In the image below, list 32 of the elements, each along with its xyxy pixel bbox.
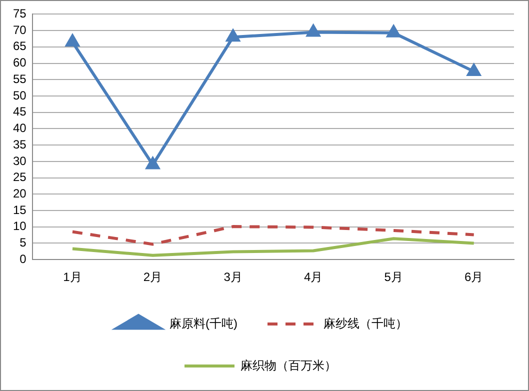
point (66, 34, 80, 47)
y-tick-label: 65 (12, 39, 27, 54)
legend-label: 麻原料(千吨) (170, 316, 238, 330)
y-tick-label: 75 (12, 6, 27, 21)
point (306, 24, 320, 37)
y-tick-label: 10 (12, 219, 27, 234)
legend-label: 麻纱线（千吨） (323, 316, 408, 330)
x-tick-label: 2月 (143, 270, 162, 284)
y-tick-label: 60 (12, 56, 27, 70)
x-tick-label: 6月 (464, 270, 484, 284)
y-tick-label: 35 (12, 137, 27, 152)
y-tick-label: 25 (12, 170, 27, 184)
line-series (70, 225, 476, 246)
x-tick-label: 5月 (384, 270, 403, 284)
point (146, 157, 160, 170)
point (467, 64, 481, 76)
y-tick-label: 50 (12, 88, 27, 102)
y-tick-label: 70 (12, 22, 27, 37)
x-tick-label: 1月 (63, 270, 82, 284)
y-tick-label: 15 (12, 202, 27, 217)
y-tick-label: 40 (12, 121, 27, 136)
y-tick-label: 5 (20, 236, 27, 250)
x-tick-label: 3月 (224, 270, 242, 284)
point (386, 25, 400, 38)
point (226, 30, 240, 42)
y-tick-label: 45 (12, 104, 27, 119)
y-tick-label: 20 (12, 186, 27, 200)
y-tick-label: 30 (12, 154, 27, 168)
y-tick-label: 0 (20, 252, 27, 266)
legend-label: 麻织物（百万米） (240, 358, 336, 372)
x-tick-label: 4月 (304, 270, 323, 284)
y-tick-label: 55 (12, 72, 27, 86)
